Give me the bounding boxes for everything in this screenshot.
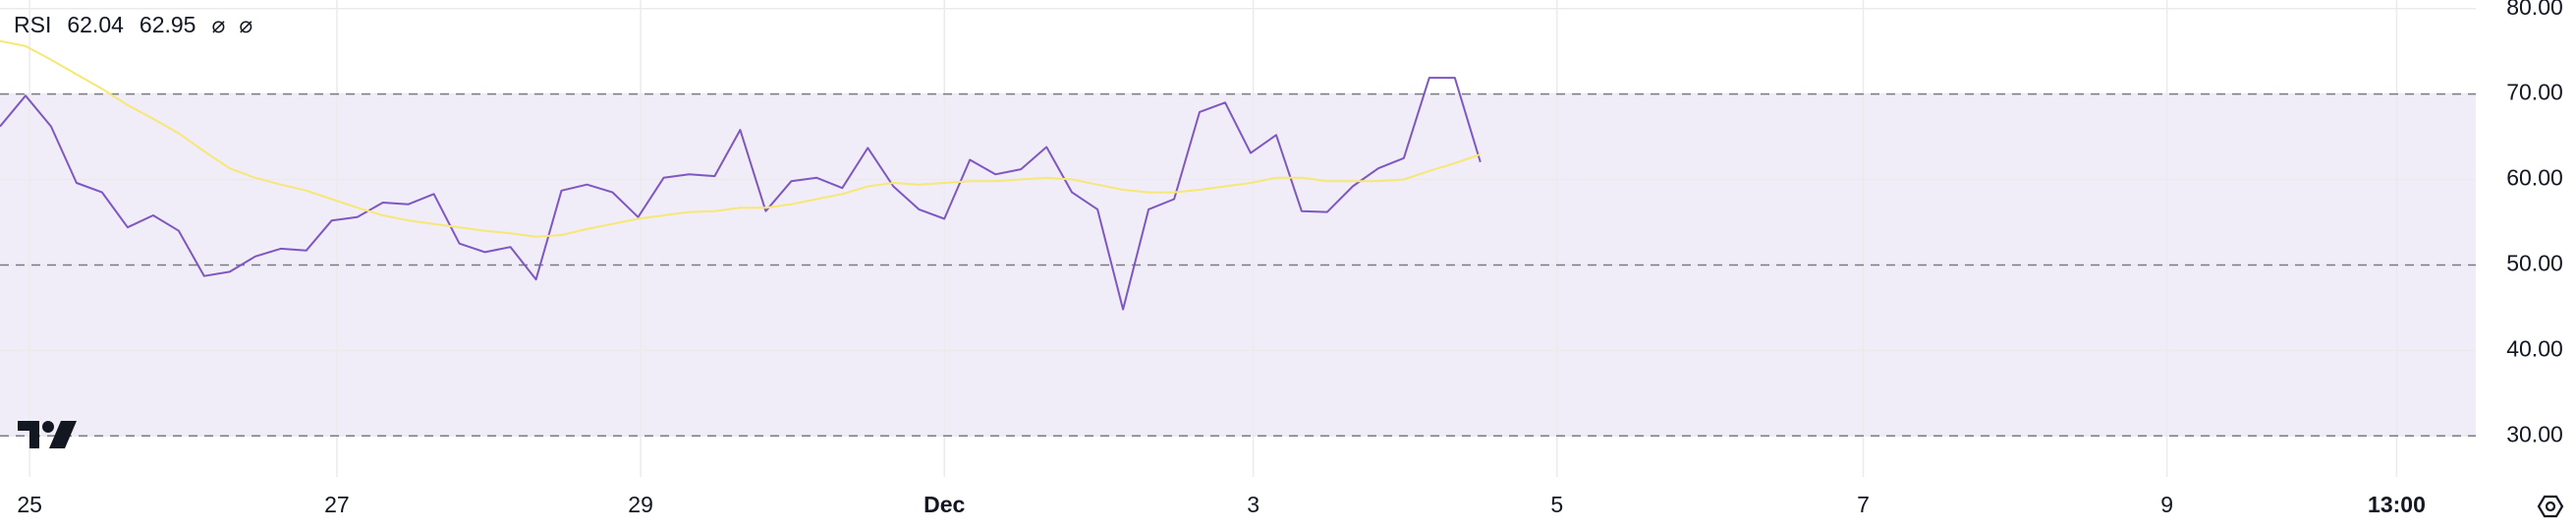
legend-symbol: ⌀	[239, 12, 252, 37]
x-tick-label: Dec	[924, 492, 965, 517]
x-tick-label: 25	[17, 492, 42, 517]
x-tick-label: 3	[1247, 492, 1260, 517]
y-tick-label: 30.00	[2506, 421, 2563, 446]
x-tick-label: 13:00	[2368, 492, 2426, 517]
text-layer: 30.00 40.00 50.00 60.00 70.00 80.00 25 27 29 Dec 3…	[14, 0, 2563, 517]
y-tick-label: 50.00	[2506, 251, 2563, 276]
x-tick-label: 7	[1857, 492, 1870, 517]
legend-value: 62.04	[67, 12, 124, 37]
y-tick-label: 60.00	[2506, 165, 2563, 191]
y-tick-label: 70.00	[2506, 80, 2563, 105]
legend-value: 62.95	[140, 12, 196, 37]
y-tick-label: 80.00	[2506, 0, 2563, 20]
x-tick-label: 27	[324, 492, 350, 517]
legend-title: RSI	[14, 12, 51, 37]
grid-layer	[0, 0, 2476, 477]
legend-symbol: ⌀	[211, 12, 225, 37]
x-tick-label: 29	[628, 492, 653, 517]
series-line	[0, 39, 1482, 238]
settings-icon[interactable]	[2537, 495, 2564, 518]
mark-layer	[0, 39, 1482, 311]
series-line	[0, 77, 1482, 311]
tradingview-logo	[18, 421, 77, 448]
y-tick-label: 40.00	[2506, 335, 2563, 361]
x-tick-label: 5	[1550, 492, 1563, 517]
x-tick-label: 9	[2160, 492, 2173, 517]
